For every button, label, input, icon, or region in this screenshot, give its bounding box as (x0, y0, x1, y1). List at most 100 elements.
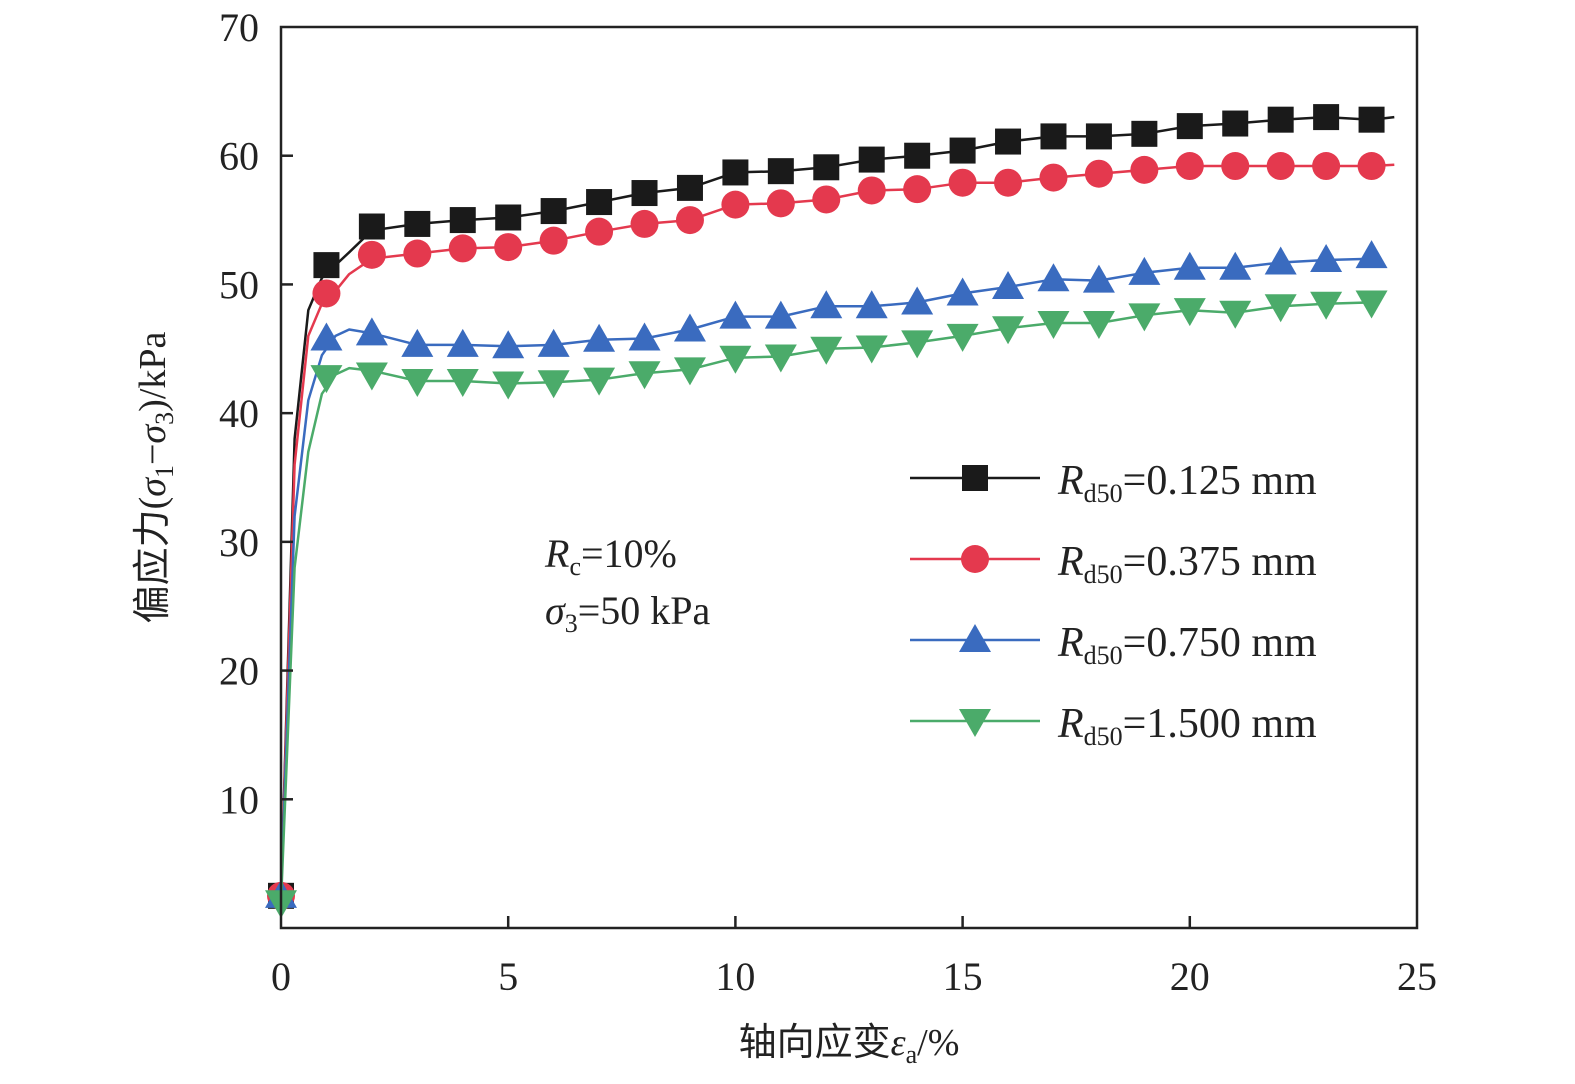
data-point (358, 213, 385, 240)
series-3 (265, 240, 1388, 908)
data-point (1084, 159, 1113, 188)
data-point (1173, 251, 1206, 280)
tick-labels-layer: 0 5 10 15 20 25 10 20 30 40 50 60 70 (219, 5, 1437, 999)
legend-marker (962, 465, 988, 491)
x-axis-title-suffix: /% (917, 1022, 959, 1064)
data-point (676, 174, 703, 201)
x-tick-label: 15 (943, 954, 983, 999)
data-point (585, 217, 614, 246)
data-point (1357, 152, 1386, 181)
legend-label-symbol: R (1057, 458, 1084, 504)
data-point (1040, 123, 1067, 150)
data-point (810, 336, 843, 365)
y-axis-title-sigma3: σ (132, 424, 174, 444)
data-point (1313, 104, 1340, 131)
data-point (813, 154, 840, 181)
data-point (721, 190, 750, 219)
data-point (675, 206, 704, 235)
data-point (1085, 123, 1112, 150)
legend-label: Rd50=0.125 mm (1057, 458, 1317, 508)
x-axis-title: 轴向应变εa/% (739, 1022, 960, 1069)
data-point (492, 371, 525, 400)
data-point (448, 234, 477, 263)
x-tick-label: 0 (271, 954, 291, 999)
legend-label: Rd50=1.500 mm (1057, 701, 1317, 751)
legend-label-sub: d50 (1084, 560, 1123, 589)
data-point (401, 368, 434, 397)
data-point (446, 328, 479, 357)
data-point (1219, 251, 1252, 280)
data-point (673, 357, 706, 386)
data-point (1266, 152, 1295, 181)
y-tick-label: 70 (219, 5, 259, 50)
data-point (719, 300, 752, 329)
data-point (1267, 106, 1294, 133)
data-point (1128, 303, 1161, 332)
data-point (855, 290, 888, 319)
x-tick-label: 20 (1170, 954, 1210, 999)
data-point (948, 168, 977, 197)
data-point (446, 368, 479, 397)
series-line (279, 115, 1395, 896)
x-axis-title-symbol: ε (891, 1022, 906, 1064)
annotation-sigma3-symbol: σ (545, 588, 566, 633)
data-point (492, 330, 525, 359)
data-point (1173, 298, 1206, 327)
data-point (1264, 294, 1297, 323)
legend-label-value: =0.125 mm (1123, 458, 1317, 504)
y-tick-label: 60 (219, 134, 259, 179)
y-tick-label: 40 (219, 391, 259, 436)
legend-label: Rd50=0.750 mm (1057, 620, 1317, 670)
data-point (904, 142, 931, 169)
data-point (586, 189, 613, 216)
data-point (631, 180, 658, 207)
data-point (1222, 110, 1249, 137)
data-point (812, 185, 841, 214)
data-point (537, 328, 570, 357)
data-point (949, 137, 976, 164)
legend-item: Rd50=0.750 mm (910, 620, 1317, 670)
data-point (901, 286, 934, 315)
y-tick-label: 30 (219, 520, 259, 565)
legend-label-value: =0.375 mm (1123, 539, 1317, 585)
data-point (1358, 106, 1385, 133)
x-tick-label: 25 (1397, 954, 1437, 999)
data-point (404, 210, 431, 237)
y-axis-title-sigma1: σ (132, 477, 174, 497)
data-point (995, 128, 1022, 155)
y-axis-title-prefix: 偏应力( (132, 497, 174, 624)
x-axis-title-prefix: 轴向应变 (739, 1022, 891, 1064)
data-point (1310, 243, 1343, 272)
data-point (540, 198, 567, 225)
data-point (901, 330, 934, 359)
series-layer (265, 104, 1395, 919)
legend-label-symbol: R (1057, 539, 1084, 585)
y-tick-label: 50 (219, 262, 259, 307)
legend-marker (961, 545, 989, 573)
plot-frame (279, 25, 1419, 930)
legend-item: Rd50=0.125 mm (910, 458, 1317, 508)
data-point (767, 158, 794, 185)
legend-label-value: =1.500 mm (1123, 701, 1317, 747)
data-point (719, 345, 752, 374)
data-point (1082, 311, 1115, 340)
legend-label-sub: d50 (1084, 479, 1123, 508)
annotation-rc-symbol: R (544, 531, 569, 576)
series-1 (268, 104, 1395, 909)
data-point (764, 344, 797, 373)
data-point (539, 226, 568, 255)
annotation-line-rc: Rc=10% (544, 531, 677, 581)
data-point (494, 233, 523, 262)
condition-annotation: Rc=10% σ3=50 kPa (544, 531, 711, 638)
data-point (857, 176, 886, 205)
data-point (495, 204, 522, 231)
data-point (855, 335, 888, 364)
data-point (858, 146, 885, 173)
series-line (279, 301, 1372, 903)
y-axis-title-minus: − (132, 444, 174, 465)
data-point (1221, 152, 1250, 181)
data-point (764, 300, 797, 329)
data-point (403, 239, 432, 268)
data-point (1039, 163, 1068, 192)
